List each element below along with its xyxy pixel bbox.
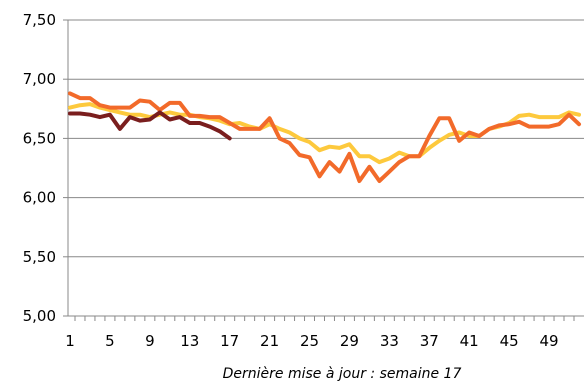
y-tick-label: 5,50 [23, 248, 56, 266]
series-line-3 [68, 110, 232, 141]
x-tick-label: 21 [260, 332, 279, 350]
y-tick-label: 5,00 [23, 307, 56, 325]
x-tick-label: 1 [65, 332, 75, 350]
footnote: Dernière mise à jour : semaine 17 [222, 366, 462, 382]
x-tick-label: 45 [500, 332, 519, 350]
y-tick-label: 6,50 [23, 129, 56, 147]
x-tick-labels: 1 5 9 13 17 21 25 29 33 37 41 45 49 [65, 332, 558, 350]
y-tick-labels: 5,00 5,50 6,00 6,50 7,00 7,50 [23, 11, 56, 325]
y-tick-label: 6,00 [23, 189, 56, 207]
x-tick-label: 17 [220, 332, 239, 350]
x-tick-label: 49 [539, 332, 558, 350]
axes [63, 19, 584, 321]
x-tick-label: 9 [145, 332, 155, 350]
series-line-2 [68, 91, 581, 183]
x-tick-label: 25 [300, 332, 319, 350]
x-tick-label: 41 [460, 332, 479, 350]
x-tick-label: 33 [380, 332, 399, 350]
gridlines [68, 19, 584, 258]
series-lines [68, 91, 581, 183]
x-tick-label: 29 [340, 332, 359, 350]
x-tick-label: 37 [420, 332, 439, 350]
y-tick-label: 7,50 [23, 11, 56, 29]
y-tick-label: 7,00 [23, 70, 56, 88]
series-line-1 [68, 102, 581, 165]
x-tick-label: 13 [180, 332, 199, 350]
x-tick-label: 5 [105, 332, 115, 350]
